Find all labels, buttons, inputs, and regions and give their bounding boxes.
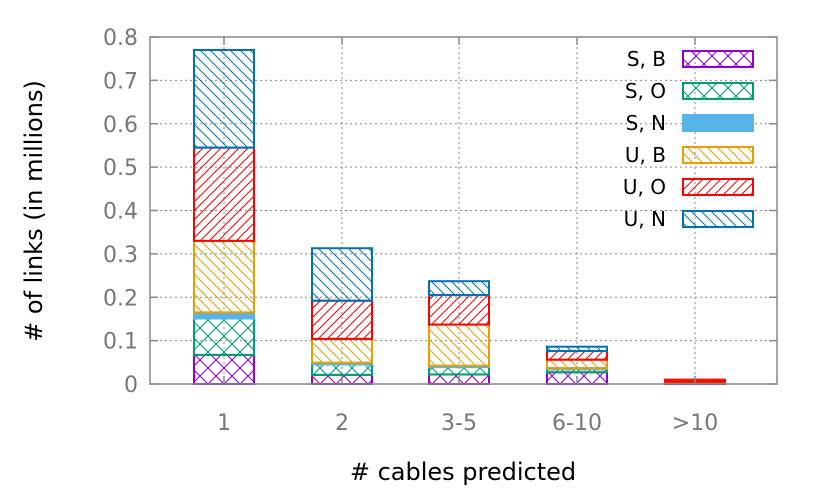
bar-segment (193, 239, 255, 314)
y-tick-label: 0.8 (103, 26, 138, 51)
bar-segment (311, 299, 373, 340)
bar-segment (546, 345, 608, 353)
bar-segment (428, 280, 490, 297)
bar-segment (311, 337, 373, 364)
bar-segment (193, 49, 255, 149)
legend-swatch (682, 50, 754, 68)
bar-segment (546, 350, 608, 361)
legend-label: S, B (627, 47, 666, 71)
y-tick-label: 0.3 (103, 243, 138, 268)
legend-label: U, N (624, 207, 666, 231)
bar-segment (546, 358, 608, 370)
y-tick-label: 0.7 (103, 69, 138, 94)
x-tick-label: 3-5 (441, 411, 477, 436)
y-tick-label: 0.1 (103, 330, 138, 355)
bar-segment (428, 323, 490, 367)
y-tick-label: 0 (124, 373, 138, 398)
y-tick-label: 0.4 (103, 200, 138, 225)
bar-segment (311, 247, 373, 302)
y-tick-label: 0.2 (103, 286, 138, 311)
y-tick-label: 0.5 (103, 156, 138, 181)
legend-label: U, O (623, 175, 666, 199)
bar-segment (311, 363, 373, 376)
legend-label: S, O (625, 79, 666, 103)
legend-swatch (682, 82, 754, 100)
legend: S, B S, O S, N U, B U, O U, N (623, 47, 754, 231)
bar-segment (428, 294, 490, 326)
y-axis-title: # of links (in millions) (20, 80, 48, 342)
bar-segment (193, 317, 255, 356)
x-axis-title: # cables predicted (350, 458, 576, 486)
bar-segment (193, 146, 255, 242)
x-tick-label: 2 (335, 411, 349, 436)
legend-label: S, N (626, 111, 666, 135)
y-axis: 0 0.1 0.2 0.3 0.4 0.5 0.6 0.7 0.8 (103, 26, 777, 398)
legend-swatch (682, 146, 754, 164)
bar-stacks (193, 49, 726, 386)
y-tick-label: 0.6 (103, 113, 138, 138)
bar-segment (428, 366, 490, 376)
x-tick-label: 6-10 (552, 411, 602, 436)
x-axis: 1 2 3-5 6-10 >10 (217, 37, 718, 436)
legend-swatch (682, 114, 754, 132)
legend-label: U, B (625, 143, 666, 167)
x-tick-label: >10 (672, 411, 718, 436)
legend-swatch (682, 210, 754, 228)
x-tick-label: 1 (217, 411, 231, 436)
legend-swatch (682, 178, 754, 196)
